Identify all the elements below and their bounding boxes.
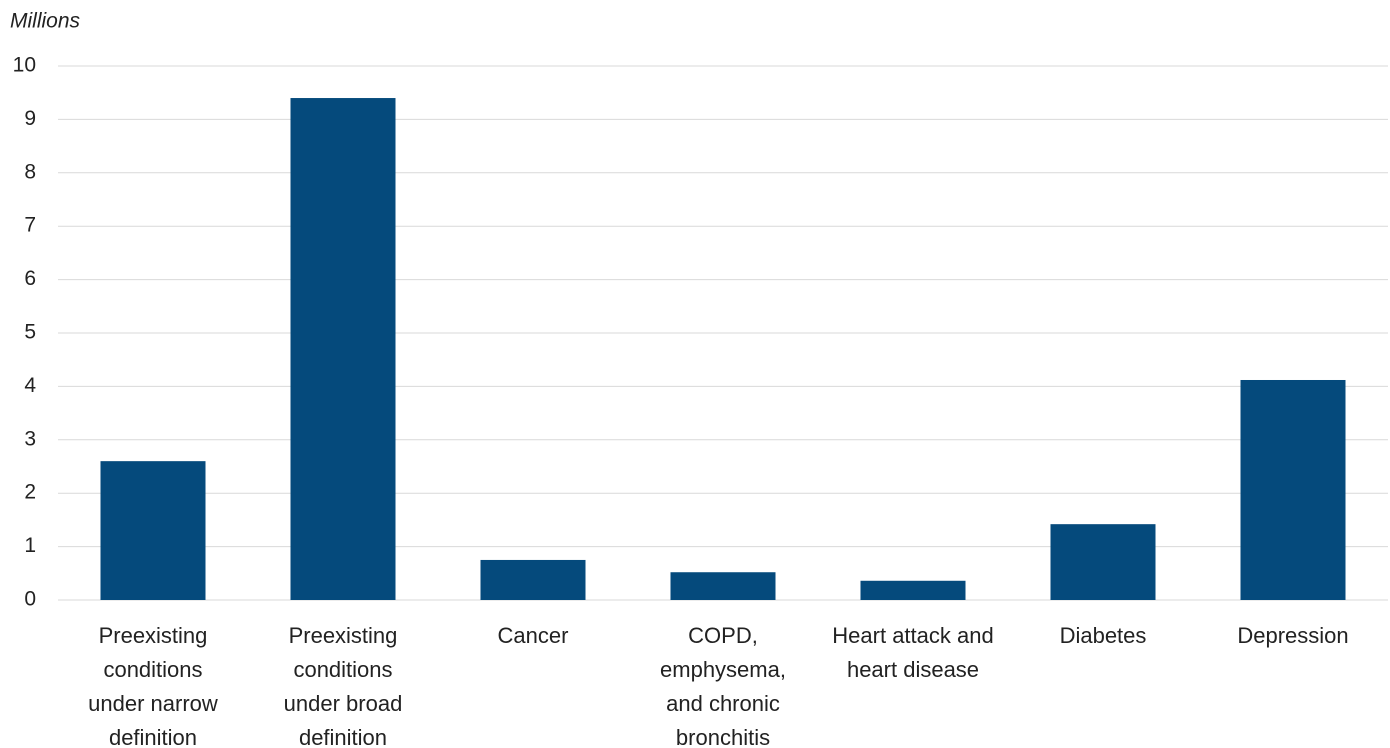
bar	[1050, 524, 1156, 600]
bar	[480, 559, 586, 600]
x-tick-label: Preexisting conditions under broad definiti…	[284, 623, 403, 748]
y-tick-label: 6	[24, 267, 36, 290]
bar	[100, 461, 206, 600]
y-axis-label: Millions	[10, 10, 81, 33]
x-tick-label: Diabetes	[1060, 623, 1147, 648]
y-tick-label: 2	[24, 481, 36, 504]
y-tick-label: 4	[24, 374, 36, 397]
y-tick-label: 0	[24, 588, 36, 611]
y-tick-label: 9	[24, 107, 36, 130]
bar	[860, 580, 966, 600]
bar	[670, 572, 776, 600]
y-tick-label: 1	[24, 534, 36, 557]
x-tick-label: Cancer	[498, 623, 569, 648]
y-tick-label: 3	[24, 427, 36, 450]
x-tick-label: Preexisting conditions under narrow definit…	[88, 623, 218, 748]
y-tick-label: 5	[24, 321, 36, 344]
x-tick-label: Heart attack and heart disease	[832, 623, 993, 682]
y-tick-label: 10	[13, 54, 36, 77]
bar	[290, 98, 396, 600]
y-tick-label: 7	[24, 214, 36, 237]
x-tick-label: Depression	[1237, 623, 1348, 648]
bar	[1240, 379, 1346, 600]
x-tick-label: COPD, emphysema, and chronic bronchitis	[660, 623, 786, 748]
y-tick-label: 8	[24, 160, 36, 183]
